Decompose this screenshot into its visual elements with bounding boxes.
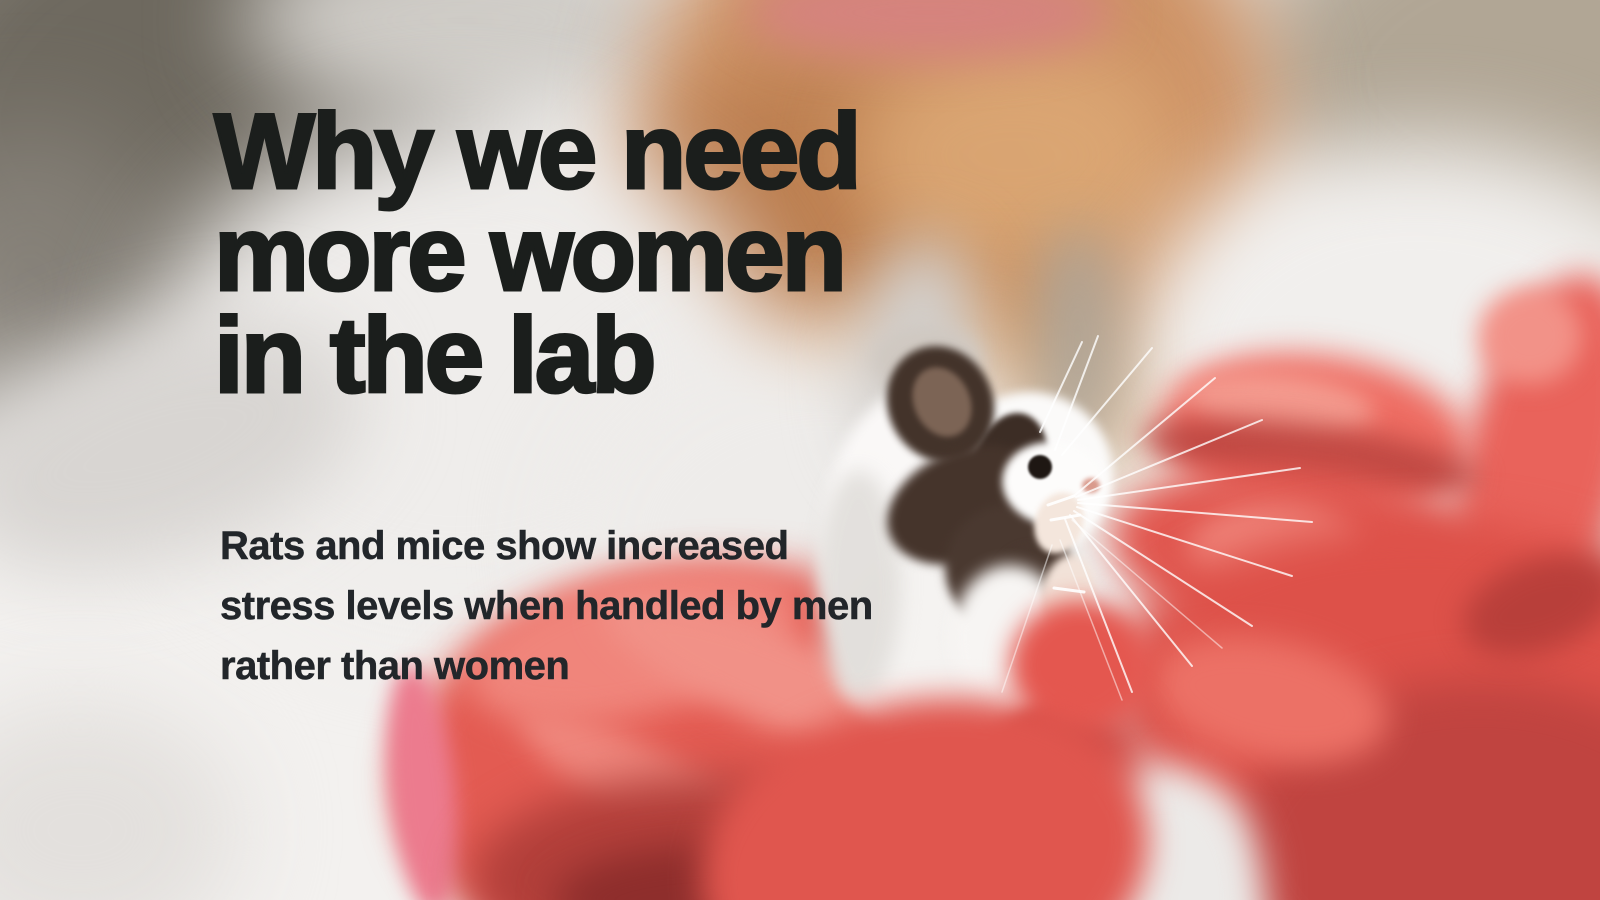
mouse-eye [1028,455,1052,479]
right-glove-fingertip-highlight [1478,288,1582,384]
mouse-body-shade [816,470,901,700]
subtitle: Rats and mice show increased stress leve… [220,516,874,696]
subtitle-line-1: Rats and mice show increased [220,524,789,569]
subtitle-line-2: stress levels when handled by men [220,584,874,629]
headline: Why we need more women in the lab [213,91,864,415]
subtitle-line-3: rather than women [220,644,570,689]
headline-line-2: more women [213,193,849,313]
headline-line-3: in the lab [213,295,659,415]
headline-line-1: Why we need [213,91,864,211]
scientist-jaw-highlight [850,40,1180,270]
